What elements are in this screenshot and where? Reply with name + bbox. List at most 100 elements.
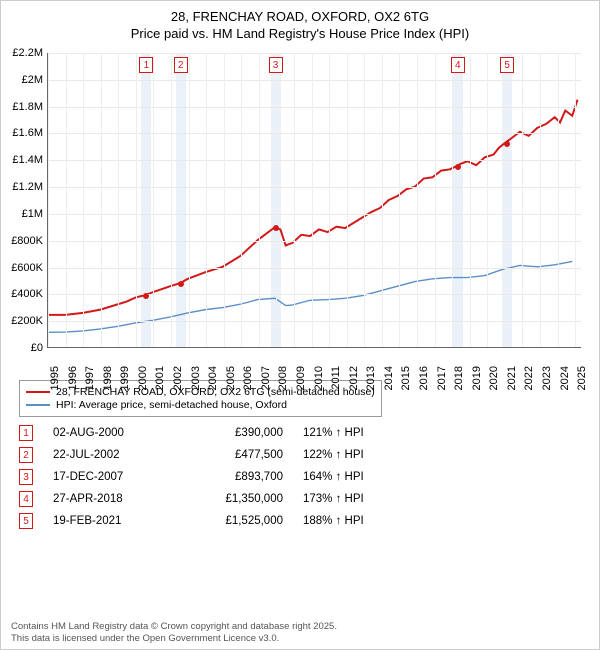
plot-region: 12345 <box>47 53 581 348</box>
sale-marker-box: 1 <box>139 57 153 73</box>
gridline-v <box>329 53 330 347</box>
gridline-h <box>48 241 581 242</box>
gridline-v <box>522 53 523 347</box>
x-axis-label: 1997 <box>84 366 96 390</box>
gridline-v <box>364 53 365 347</box>
sale-point <box>273 225 279 231</box>
x-axis-label: 2019 <box>471 366 483 390</box>
x-axis-label: 2002 <box>172 366 184 390</box>
x-axis-label: 2006 <box>242 366 254 390</box>
gridline-v <box>540 53 541 347</box>
gridline-v <box>206 53 207 347</box>
gridline-h <box>48 160 581 161</box>
y-axis-label: £1.2M <box>12 181 43 193</box>
y-axis-label: £1.6M <box>12 127 43 139</box>
legend-swatch-hpi <box>26 404 50 406</box>
gridline-v <box>66 53 67 347</box>
gridline-v <box>118 53 119 347</box>
gridline-h <box>48 321 581 322</box>
sales-row-marker: 1 <box>19 425 33 441</box>
gridline-h <box>48 214 581 215</box>
x-axis-label: 2016 <box>418 366 430 390</box>
gridline-h <box>48 80 581 81</box>
x-axis-label: 2000 <box>137 366 149 390</box>
x-axis-label: 2010 <box>313 366 325 390</box>
sales-row-price: £390,000 <box>183 427 283 439</box>
gridline-v <box>189 53 190 347</box>
gridline-v <box>101 53 102 347</box>
series-property <box>48 100 578 315</box>
gridline-v <box>382 53 383 347</box>
x-axis-label: 2008 <box>277 366 289 390</box>
x-axis-label: 2025 <box>576 366 588 390</box>
x-axis-label: 2004 <box>207 366 219 390</box>
sales-row-price: £1,350,000 <box>183 493 283 505</box>
sales-row: 519-FEB-2021£1,525,000188% ↑ HPI <box>19 513 581 529</box>
gridline-v <box>276 53 277 347</box>
gridline-h <box>48 133 581 134</box>
sales-row: 222-JUL-2002£477,500122% ↑ HPI <box>19 447 581 463</box>
gridline-v <box>224 53 225 347</box>
footer-line-1: Contains HM Land Registry data © Crown c… <box>11 621 589 633</box>
x-axis-label: 2020 <box>488 366 500 390</box>
sales-row: 317-DEC-2007£893,700164% ↑ HPI <box>19 469 581 485</box>
y-axis-label: £2.2M <box>12 47 43 59</box>
sales-row-marker: 4 <box>19 491 33 507</box>
y-axis-label: £2M <box>22 74 43 86</box>
gridline-v <box>153 53 154 347</box>
sales-row-hpi: 122% ↑ HPI <box>303 449 413 461</box>
gridline-v <box>259 53 260 347</box>
x-axis-label: 1995 <box>49 366 61 390</box>
x-axis-label: 2023 <box>541 366 553 390</box>
y-axis-label: £1M <box>22 208 43 220</box>
x-axis-label: 2005 <box>225 366 237 390</box>
sales-row-date: 17-DEC-2007 <box>53 471 163 483</box>
y-axis-label: £0 <box>31 342 43 354</box>
sale-point <box>143 293 149 299</box>
sale-marker-box: 2 <box>174 57 188 73</box>
x-axis-label: 2018 <box>453 366 465 390</box>
x-axis-label: 2014 <box>383 366 395 390</box>
gridline-v <box>575 53 576 347</box>
chart-area: 12345 £0£200K£400K£600K£800K£1M£1.2M£1.4… <box>15 49 585 374</box>
y-axis-label: £400K <box>11 288 43 300</box>
x-axis-label: 2024 <box>559 366 571 390</box>
x-axis-label: 2022 <box>523 366 535 390</box>
sales-row-hpi: 188% ↑ HPI <box>303 515 413 527</box>
gridline-v <box>417 53 418 347</box>
sales-row-hpi: 173% ↑ HPI <box>303 493 413 505</box>
gridline-v <box>294 53 295 347</box>
sale-marker-box: 5 <box>500 57 514 73</box>
x-axis-label: 2011 <box>330 366 342 390</box>
y-axis-label: £200K <box>11 315 43 327</box>
sale-point <box>178 281 184 287</box>
x-axis-label: 2012 <box>348 366 360 390</box>
sales-row-hpi: 121% ↑ HPI <box>303 427 413 439</box>
legend-label-hpi: HPI: Average price, semi-detached house,… <box>56 399 287 411</box>
y-axis-label: £600K <box>11 262 43 274</box>
title-line-2: Price paid vs. HM Land Registry's House … <box>11 26 589 41</box>
y-axis-label: £1.8M <box>12 101 43 113</box>
gridline-v <box>558 53 559 347</box>
sales-row-hpi: 164% ↑ HPI <box>303 471 413 483</box>
sales-row-date: 19-FEB-2021 <box>53 515 163 527</box>
gridline-v <box>136 53 137 347</box>
legend-swatch-property <box>26 391 50 393</box>
gridline-v <box>241 53 242 347</box>
title-line-1: 28, FRENCHAY ROAD, OXFORD, OX2 6TG <box>11 9 589 24</box>
chart-header: 28, FRENCHAY ROAD, OXFORD, OX2 6TG Price… <box>1 1 599 45</box>
sales-row-date: 22-JUL-2002 <box>53 449 163 461</box>
y-axis-label: £800K <box>11 235 43 247</box>
footer-text: Contains HM Land Registry data © Crown c… <box>11 621 589 645</box>
x-axis-label: 2009 <box>295 366 307 390</box>
gridline-h <box>48 187 581 188</box>
gridline-v <box>399 53 400 347</box>
y-axis-label: £1.4M <box>12 154 43 166</box>
sales-row: 102-AUG-2000£390,000121% ↑ HPI <box>19 425 581 441</box>
gridline-v <box>470 53 471 347</box>
sale-point <box>504 141 510 147</box>
sale-marker-box: 3 <box>269 57 283 73</box>
sales-row-marker: 5 <box>19 513 33 529</box>
x-axis-label: 1998 <box>102 366 114 390</box>
x-axis-label: 1999 <box>119 366 131 390</box>
